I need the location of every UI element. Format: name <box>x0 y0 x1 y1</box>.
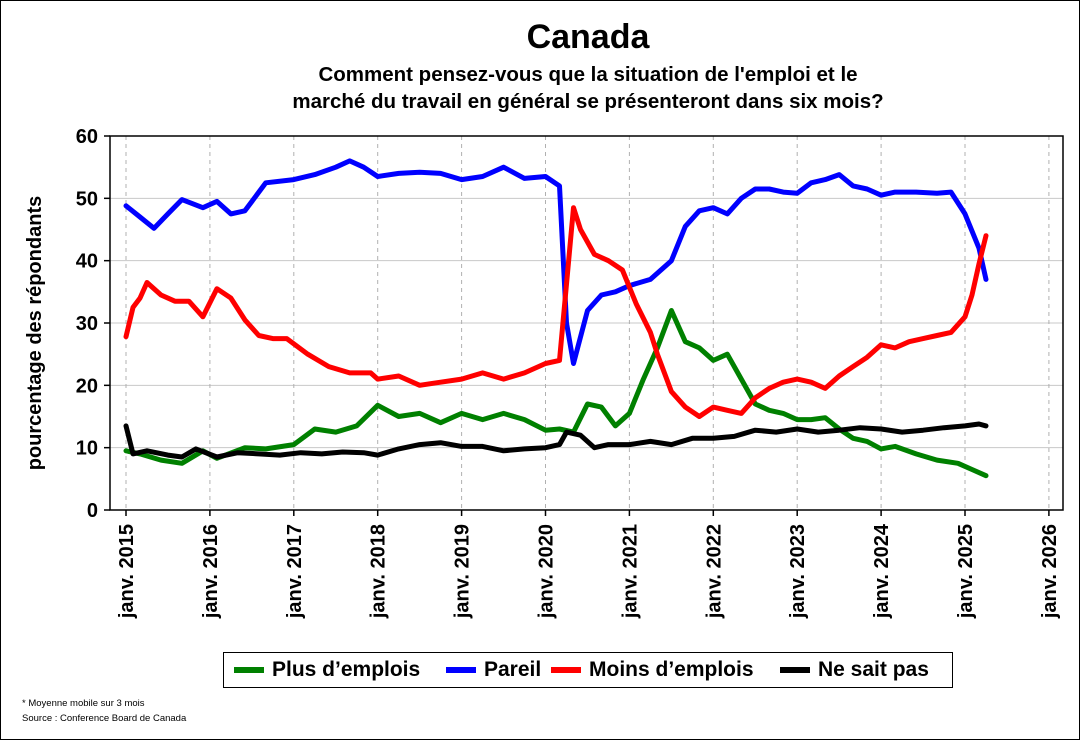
x-tick-label: janv. 2024 <box>871 523 893 619</box>
legend-item-pareil: Pareil <box>446 658 541 682</box>
x-tick-label: janv. 2022 <box>703 524 725 619</box>
plot-border <box>109 135 1064 511</box>
y-tick-label: 60 <box>76 126 98 148</box>
legend-swatch-pareil <box>446 667 476 673</box>
series-line-moins-emplois <box>123 205 989 419</box>
legend-swatch-ne-sait-pas <box>780 667 810 673</box>
x-tick-label: janv. 2020 <box>536 524 558 619</box>
x-tick-label: janv. 2023 <box>787 524 809 619</box>
chart-subtitle-line-1: Comment pensez-vous que la situation de … <box>318 63 858 86</box>
x-tick-label: janv. 2018 <box>368 524 390 619</box>
legend-label-ne-sait-pas: Ne sait pas <box>818 658 929 681</box>
y-tick-label: 40 <box>76 251 98 273</box>
x-tick-label: janv. 2015 <box>116 524 138 619</box>
chart-subtitle-line-2: marché du travail en général se présente… <box>292 90 884 113</box>
series-line-ne-sait-pas <box>123 421 989 460</box>
legend-swatch-moins <box>551 667 581 673</box>
y-tick-label: 50 <box>76 188 98 210</box>
x-tick-label: janv. 2016 <box>200 524 222 619</box>
y-axis-label: pourcentage des répondants <box>24 196 46 471</box>
legend-label-pareil: Pareil <box>484 658 542 681</box>
x-tick-label: janv. 2017 <box>284 524 306 619</box>
legend-item-moins: Moins d’emplois <box>551 658 754 682</box>
footnote-moving-average: * Moyenne mobile sur 3 mois <box>22 698 145 709</box>
legend-label-plus: Plus d’emplois <box>272 658 421 681</box>
legend-swatch-plus <box>234 667 264 673</box>
x-tick-label: janv. 2025 <box>955 524 977 619</box>
legend-label-moins: Moins d’emplois <box>589 658 754 681</box>
y-tick-label: 20 <box>76 375 98 397</box>
x-tick-label: janv. 2026 <box>1039 524 1061 619</box>
y-tick-label: 10 <box>76 438 98 460</box>
chart-title: Canada <box>526 18 650 56</box>
series-line-pareil <box>123 158 989 366</box>
legend-item-ne-sait-pas: Ne sait pas <box>780 658 929 682</box>
legend-item-plus: Plus d’emplois <box>234 658 420 682</box>
y-tick-label: 0 <box>87 500 98 522</box>
x-tick-label: janv. 2021 <box>619 524 641 619</box>
x-tick-label: janv. 2019 <box>452 524 474 619</box>
series-line-plus-emplois <box>123 308 989 479</box>
footnote-source: Source : Conference Board de Canada <box>22 713 187 724</box>
legend: Plus d’emplois Pareil Moins d’emplois Ne… <box>223 652 953 688</box>
y-tick-label: 30 <box>76 313 98 335</box>
